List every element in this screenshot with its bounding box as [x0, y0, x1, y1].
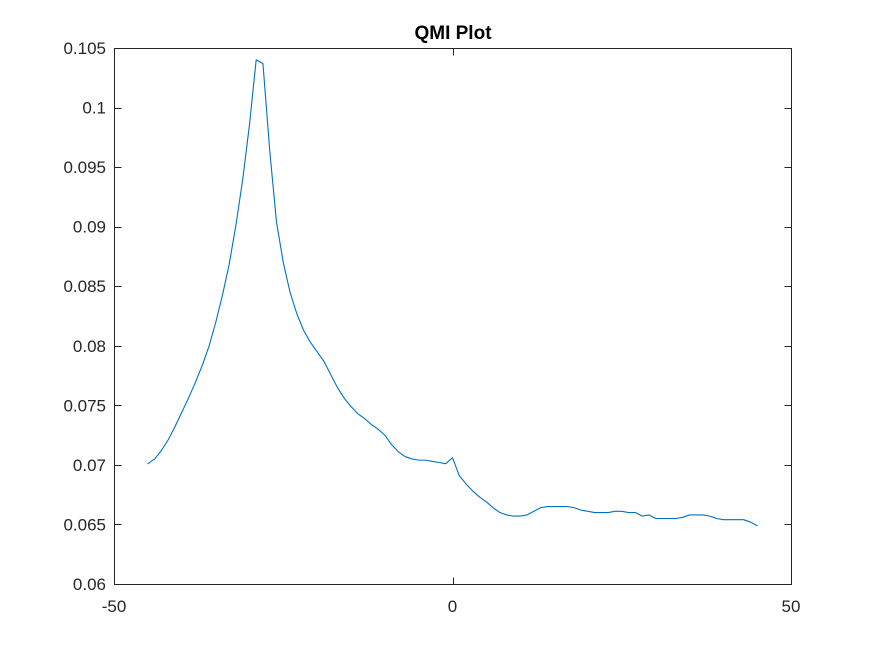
y-tick-label: 0.095: [63, 158, 106, 177]
y-tick-label: 0.08: [73, 337, 106, 356]
y-tick-label: 0.09: [73, 218, 106, 237]
plot-area: -50 0 50 0.06 0.065 0.07 0.075 0.08 0.085 0.09 0.0…: [63, 39, 800, 616]
y-tick-label: 0.085: [63, 277, 106, 296]
axes-box: [114, 48, 792, 585]
y-tick-label: 0.075: [63, 396, 106, 415]
y-tick-label: 0.065: [63, 515, 106, 534]
series-line-0: [147, 59, 758, 527]
y-tick-label: 0.06: [73, 575, 106, 594]
y-tick-label: 0.07: [73, 456, 106, 475]
chart-title: QMI Plot: [414, 23, 492, 44]
x-tick-label: -50: [102, 597, 127, 616]
x-tick-label: 0: [448, 597, 457, 616]
y-tick-label: 0.1: [82, 99, 106, 118]
y-tick-label: 0.105: [63, 39, 106, 58]
x-tick-label: 50: [782, 597, 801, 616]
